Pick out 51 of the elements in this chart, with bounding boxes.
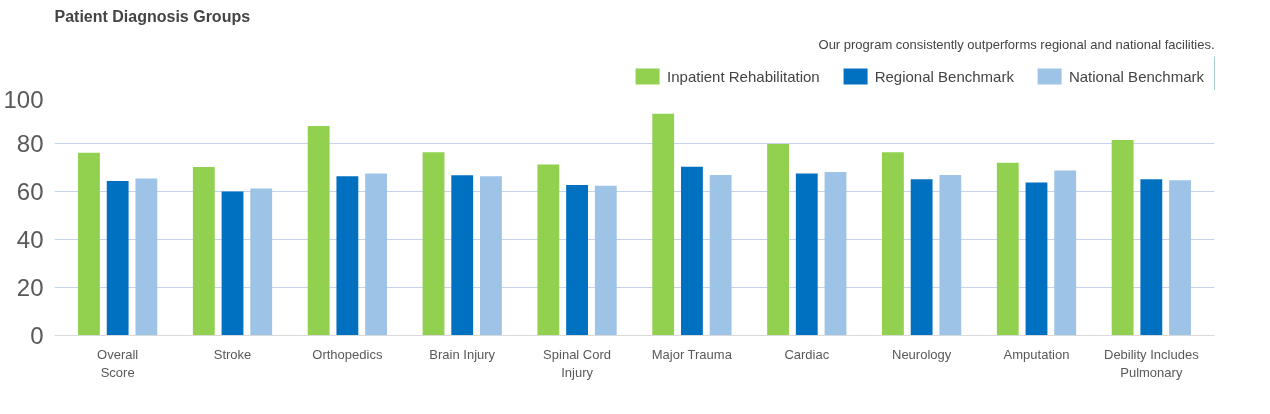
bar	[681, 166, 703, 336]
y-tick-label: 60	[16, 178, 44, 205]
bar	[1140, 179, 1163, 336]
bar	[824, 172, 847, 336]
bar	[882, 152, 904, 336]
bar	[652, 113, 675, 336]
bar	[537, 164, 560, 336]
y-tick-label: 40	[16, 226, 44, 253]
y-tick-label: 20	[16, 274, 44, 301]
bar	[192, 167, 215, 336]
bar	[135, 178, 158, 336]
bar	[996, 162, 1019, 336]
bar	[451, 175, 474, 336]
bar	[422, 152, 445, 336]
chart-title: Patient Diagnosis Groups	[54, 7, 251, 25]
bar	[594, 185, 617, 336]
x-tick-label: Debility Includes Pulmonary	[1104, 346, 1200, 380]
y-tick-label: 100	[3, 85, 44, 113]
bar	[1054, 170, 1077, 336]
bar	[1111, 139, 1134, 336]
x-tick-label: Orthopedics	[312, 346, 383, 362]
bar	[480, 176, 502, 336]
x-tick-label: Spinal Cord Injury	[543, 346, 612, 380]
bar	[336, 176, 359, 336]
y-tick-label: 0	[30, 322, 44, 349]
x-tick-label: Stroke	[213, 346, 252, 362]
x-tick-label: Neurology	[892, 346, 952, 362]
x-tick-label: Major Trauma	[651, 346, 733, 362]
legend-label: National Benchmark	[1068, 67, 1204, 85]
y-tick-label: 80	[16, 130, 44, 157]
bar	[795, 173, 818, 336]
chart-subtitle: Our program consistently outperforms regional and national facilities.	[818, 36, 1215, 52]
x-tick-label: Brain Injury	[429, 346, 496, 362]
bar	[767, 143, 789, 336]
x-tick-label: Overall Score	[97, 346, 139, 380]
bar	[307, 125, 330, 336]
legend-label: Regional Benchmark	[874, 67, 1014, 85]
legend-label: Inpatient Rehabilitation	[667, 67, 820, 85]
bar	[566, 185, 588, 336]
bar	[910, 179, 933, 336]
bar	[1169, 180, 1191, 336]
bar	[78, 152, 100, 336]
bar	[939, 174, 962, 336]
bar	[221, 191, 244, 336]
bar	[709, 174, 732, 336]
bar	[106, 180, 129, 336]
bar	[1025, 182, 1048, 336]
bar	[250, 188, 273, 336]
x-tick-label: Amputation	[1003, 346, 1070, 362]
bar	[365, 173, 387, 336]
x-tick-label: Cardiac	[784, 346, 830, 362]
